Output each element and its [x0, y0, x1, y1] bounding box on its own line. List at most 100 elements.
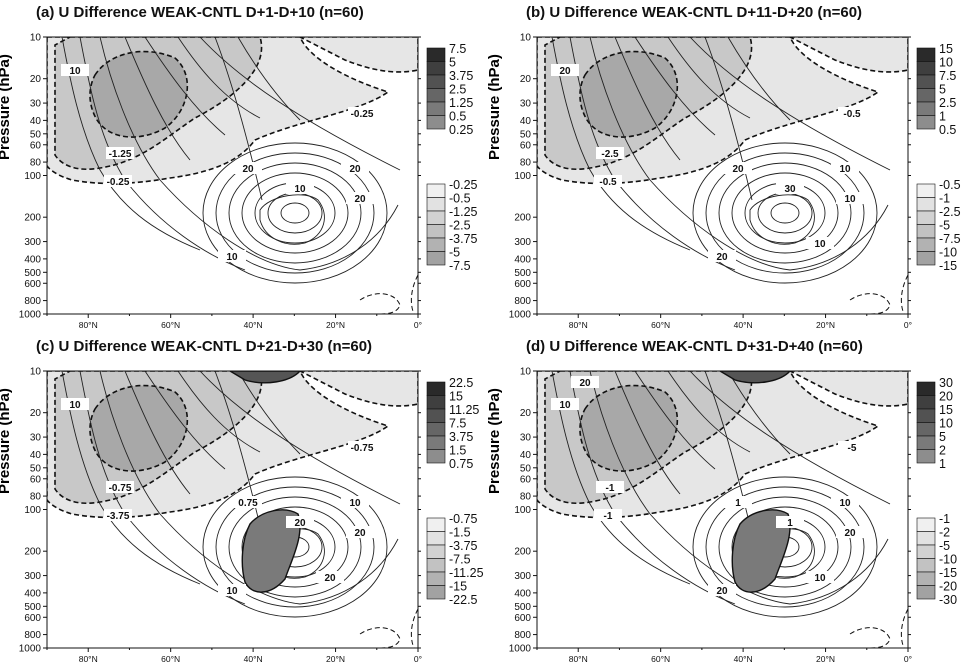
y-tick-label: 60 [520, 140, 532, 151]
colorbar-pos-box [916, 101, 936, 116]
colorbar-pos-box [426, 88, 446, 103]
contour-label: -0.75 [109, 483, 132, 494]
contour-label-bg [286, 182, 314, 194]
contour-line [199, 371, 401, 505]
colorbar-pos-label: 1 [939, 110, 946, 124]
contour-line [99, 37, 399, 271]
contour-label: 10 [69, 400, 81, 411]
dashed-contour [410, 274, 418, 314]
colorbar-neg-box [426, 517, 446, 532]
y-tick-label: 40 [30, 116, 42, 127]
colorbar-pos-label: 2.5 [939, 96, 956, 110]
colorbar-neg-box [916, 197, 936, 212]
colorbar-pos-label: 5 [939, 83, 946, 97]
contour-label: 20 [349, 164, 361, 175]
colorbar-pos-label: 30 [939, 376, 953, 390]
colorbar-neg-box [916, 210, 936, 225]
contour-label: 20 [559, 66, 571, 77]
shade-neg-upper-right [789, 37, 908, 73]
colorbar-neg-box [916, 517, 936, 532]
y-tick-label: 800 [514, 296, 531, 307]
colorbar-pos-label: 5 [449, 56, 456, 70]
contour-label-bg [104, 175, 132, 187]
contour-label-bg [596, 147, 624, 159]
y-tick-label: 80 [520, 158, 532, 169]
colorbar-neg-box [916, 224, 936, 239]
contour-label: -0.5 [843, 109, 861, 120]
contour-line [144, 371, 226, 470]
colorbar-neg-label: -22.5 [449, 593, 478, 607]
colorbar-pos-label: 11.25 [449, 403, 479, 417]
colorbar-neg-box [916, 585, 936, 600]
x-tick-label: 60°N [161, 320, 180, 330]
contour-label-bg [776, 516, 804, 528]
colorbar-pos-box [916, 422, 936, 437]
y-tick-label: 200 [514, 213, 531, 224]
colorbar-neg-box [916, 251, 936, 266]
y-tick-label: 100 [514, 505, 531, 516]
contour-label-bg [106, 481, 134, 493]
contour-label-bg [776, 182, 804, 194]
jet-contour-ring [228, 162, 362, 264]
contour-line [124, 37, 191, 161]
contour-line [214, 37, 263, 201]
contour-label: -0.25 [351, 109, 374, 120]
y-tick-label: 500 [514, 602, 531, 613]
colorbar-pos-label: 10 [939, 417, 953, 431]
colorbar-pos-box [916, 435, 936, 450]
contour-label: -0.75 [351, 443, 374, 454]
colorbar-neg-box [426, 558, 446, 573]
colorbar-neg-label: -1 [939, 192, 950, 206]
shade-neg-core [579, 384, 679, 472]
colorbar-neg-label: -7.5 [939, 232, 961, 246]
contour-line [551, 37, 691, 251]
colorbar-pos-label: 10 [939, 56, 953, 70]
x-tick-label: 20°N [816, 654, 835, 664]
colorbar-pos-box [426, 395, 446, 410]
x-tick-label: 40°N [244, 654, 263, 664]
y-tick-label: 600 [514, 279, 531, 290]
colorbar-neg-label: -2.5 [939, 205, 961, 219]
y-tick-label: 500 [514, 268, 531, 279]
contour-label-bg [724, 162, 752, 174]
shade-neg-upper-right [299, 37, 418, 73]
contour-label-bg [571, 376, 599, 388]
jet-contour-ring [228, 496, 362, 598]
colorbar-pos-box [426, 115, 446, 130]
contour-label-bg [596, 481, 624, 493]
y-tick-label: 400 [24, 254, 41, 265]
jet-contour-ring [731, 506, 839, 588]
contour-label-bg [708, 250, 736, 262]
colorbar-neg-label: -0.25 [449, 178, 478, 192]
contour-label: 20 [716, 252, 728, 263]
contour-label: 1 [787, 518, 793, 529]
colorbar-neg-box [426, 531, 446, 546]
contour-label: 10 [814, 239, 826, 250]
contour-label-bg [708, 584, 736, 596]
contour-label-bg [348, 107, 376, 119]
colorbar-pos-box [916, 449, 936, 464]
y-tick-label: 20 [520, 408, 532, 419]
y-tick-label: 40 [520, 116, 532, 127]
jet-contour-ring [705, 486, 865, 608]
y-tick-label: 30 [30, 99, 42, 110]
y-tick-label: 30 [30, 433, 42, 444]
contour-label: -5 [848, 443, 857, 454]
jet-contour-ring [731, 172, 839, 254]
y-tick-label: 30 [520, 433, 532, 444]
contour-label-bg [346, 526, 374, 538]
colorbar-pos-box [426, 422, 446, 437]
contour-line [199, 37, 401, 171]
y-tick-label: 300 [24, 237, 41, 248]
colorbar-neg-label: -5 [939, 539, 950, 553]
y-tick-label: 60 [520, 474, 532, 485]
y-tick-label: 10 [520, 367, 532, 378]
colorbar-neg-box [916, 571, 936, 586]
colorbar-neg-label: -5 [449, 246, 460, 260]
contour-label-bg [836, 526, 864, 538]
contour-label: 20 [324, 573, 336, 584]
contour-label-bg [61, 398, 89, 410]
y-tick-label: 300 [514, 571, 531, 582]
contour-line [727, 37, 791, 121]
contour-line [214, 371, 263, 535]
